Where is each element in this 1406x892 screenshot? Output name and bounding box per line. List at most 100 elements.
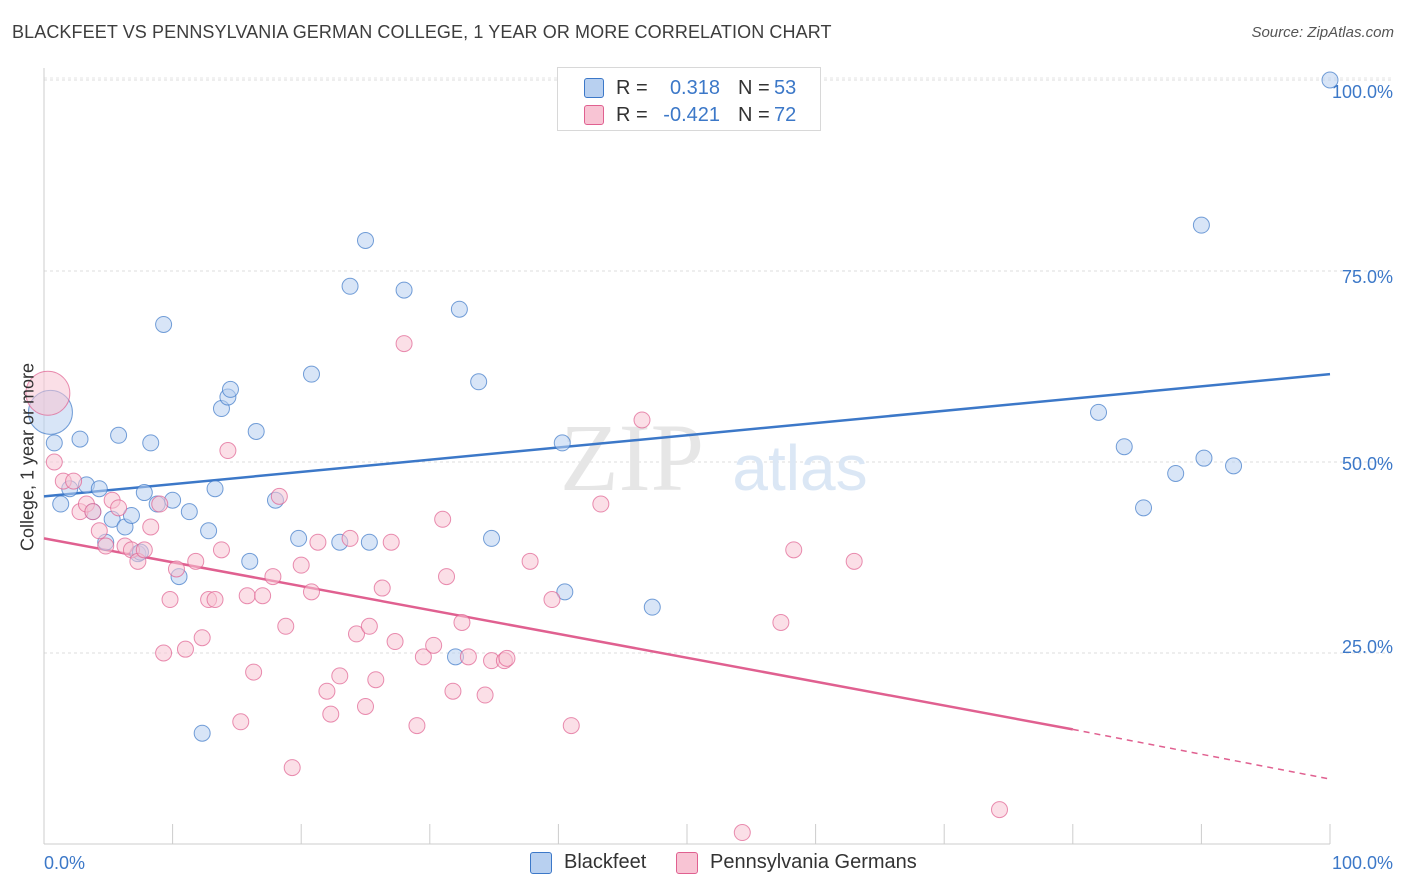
blackfeet-point xyxy=(221,380,239,398)
blackfeet-point xyxy=(206,480,224,498)
penn-point xyxy=(498,649,516,667)
blackfeet-point xyxy=(290,529,308,547)
blackfeet-point xyxy=(1115,438,1133,456)
blackfeet-swatch xyxy=(584,78,604,98)
r-value: 0.318 xyxy=(669,76,720,99)
penn-point xyxy=(151,495,169,513)
blackfeet-point xyxy=(241,552,259,570)
penn-point xyxy=(193,629,211,647)
penn-point xyxy=(90,522,108,540)
penn-point xyxy=(187,552,205,570)
blackfeet-point xyxy=(71,430,89,448)
penn-point xyxy=(322,705,340,723)
penn-point xyxy=(772,613,790,631)
blackfeet-point xyxy=(52,495,70,513)
penn-point xyxy=(367,671,385,689)
penn-point xyxy=(341,529,359,547)
penn-point xyxy=(425,636,443,654)
penn-trendline-extension xyxy=(1072,728,1331,780)
penn-point xyxy=(142,518,160,536)
penn-point xyxy=(155,644,173,662)
penn-point xyxy=(444,682,462,700)
penn-point xyxy=(845,552,863,570)
y-tick-label: 100.0% xyxy=(1332,82,1393,102)
penn-point xyxy=(25,370,71,416)
blackfeet-point xyxy=(247,422,265,440)
stats-legend: R = 0.318 N = 53 R = -0.421 N = 72 xyxy=(557,67,821,131)
penn-point xyxy=(453,613,471,631)
blackfeet-point xyxy=(1195,449,1213,467)
blackfeet-point xyxy=(556,583,574,601)
chart-title: BLACKFEET VS PENNSYLVANIA GERMAN COLLEGE… xyxy=(12,22,832,42)
blackfeet-point xyxy=(193,724,211,742)
penn-point xyxy=(562,717,580,735)
blackfeet-point xyxy=(1192,216,1210,234)
blackfeet-point xyxy=(1225,457,1243,475)
y-tick-label: 50.0% xyxy=(1342,454,1393,474)
legend-item-blackfeet: Blackfeet xyxy=(530,851,646,874)
penn-point xyxy=(434,510,452,528)
legend-label: Blackfeet xyxy=(564,851,647,873)
penn-point xyxy=(161,591,179,609)
penn-point xyxy=(990,801,1008,819)
penn-point xyxy=(219,442,237,460)
blackfeet-point xyxy=(122,506,140,524)
x-tick-label: 0.0% xyxy=(44,853,85,873)
penn-point xyxy=(65,472,83,490)
penn-point xyxy=(245,663,263,681)
series-legend: Blackfeet Pennsylvania Germans xyxy=(0,851,1406,879)
penn-point xyxy=(360,617,378,635)
penn-point xyxy=(232,713,250,731)
watermark-atlas: atlas xyxy=(732,432,867,504)
penn-point xyxy=(543,591,561,609)
blackfeet-point xyxy=(90,480,108,498)
penn-point xyxy=(459,648,477,666)
blackfeet-point xyxy=(450,300,468,318)
legend-row-penn: R = -0.421 N = 72 xyxy=(584,101,796,129)
penn-point xyxy=(633,411,651,429)
legend-item-penn: Pennsylvania Germans xyxy=(676,851,917,874)
blackfeet-point xyxy=(483,529,501,547)
penn-point xyxy=(408,717,426,735)
penn-point xyxy=(733,824,751,842)
blackfeet-point xyxy=(341,277,359,295)
penn-point xyxy=(438,568,456,586)
penn-point xyxy=(238,587,256,605)
blackfeet-point xyxy=(357,231,374,249)
penn-swatch xyxy=(676,851,698,874)
penn-point xyxy=(212,541,230,559)
blackfeet-point xyxy=(643,598,661,616)
blackfeet-point xyxy=(470,373,488,391)
penn-point xyxy=(785,541,803,559)
penn-point xyxy=(592,495,610,513)
y-tick-label: 25.0% xyxy=(1342,637,1393,657)
penn-point xyxy=(110,499,128,517)
penn-point xyxy=(167,560,185,578)
penn-point xyxy=(318,682,336,700)
r-label: R = xyxy=(616,103,648,126)
blackfeet-point xyxy=(45,434,63,452)
penn-point xyxy=(302,583,320,601)
legend-row-blackfeet: R = 0.318 N = 53 xyxy=(584,74,796,102)
blackfeet-point xyxy=(1135,499,1153,517)
n-value: 72 xyxy=(774,103,797,126)
blackfeet-point xyxy=(142,434,160,452)
penn-point xyxy=(309,533,327,551)
penn-point xyxy=(277,617,295,635)
penn-point xyxy=(270,487,288,505)
penn-point xyxy=(382,533,400,551)
penn-point xyxy=(45,453,63,471)
y-tick-label: 75.0% xyxy=(1342,267,1393,287)
n-value: 53 xyxy=(774,76,797,99)
penn-point xyxy=(283,759,301,777)
blackfeet-swatch xyxy=(530,851,552,874)
blackfeet-point xyxy=(302,365,320,383)
blackfeet-point xyxy=(395,281,413,299)
blackfeet-point xyxy=(155,315,173,333)
penn-point xyxy=(254,587,272,605)
penn-point xyxy=(395,335,413,353)
penn-point xyxy=(84,503,102,521)
blackfeet-point xyxy=(1167,464,1185,482)
penn-point xyxy=(97,537,115,555)
